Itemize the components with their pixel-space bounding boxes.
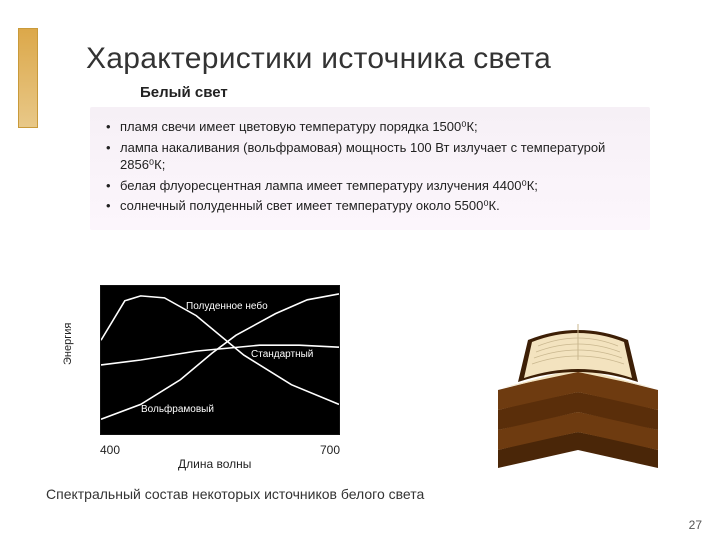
slide-title: Характеристики источника света: [86, 42, 690, 76]
bullet-item: белая флуоресцентная лампа имеет темпера…: [106, 177, 634, 195]
books-illustration: [488, 300, 678, 500]
series-label-tungsten: Вольфрамовый: [141, 404, 214, 415]
spectrum-chart: Энергия Полуденное небо Стандартный Воль…: [78, 285, 378, 495]
chart-xlabel: Длина волны: [178, 457, 251, 471]
bullets-list: пламя свечи имеет цветовую температуру п…: [106, 118, 634, 215]
series-label-standard: Стандартный: [251, 349, 313, 360]
x-tick-right: 700: [320, 443, 340, 457]
slide-subtitle: Белый свет: [140, 84, 690, 101]
chart-plot: Полуденное небо Стандартный Вольфрамовый: [100, 285, 340, 435]
side-ornament: [18, 28, 38, 128]
chart-ylabel: Энергия: [62, 323, 74, 365]
page-number: 27: [689, 518, 702, 532]
series-label-sky: Полуденное небо: [186, 301, 268, 312]
bullet-item: лампа накаливания (вольфрамовая) мощност…: [106, 139, 634, 174]
bullets-box: пламя свечи имеет цветовую температуру п…: [90, 107, 650, 230]
x-tick-left: 400: [100, 443, 120, 457]
chart-caption: Спектральный состав некоторых источников…: [46, 486, 424, 502]
bullet-item: солнечный полуденный свет имеет температ…: [106, 197, 634, 215]
bullet-item: пламя свечи имеет цветовую температуру п…: [106, 118, 634, 136]
